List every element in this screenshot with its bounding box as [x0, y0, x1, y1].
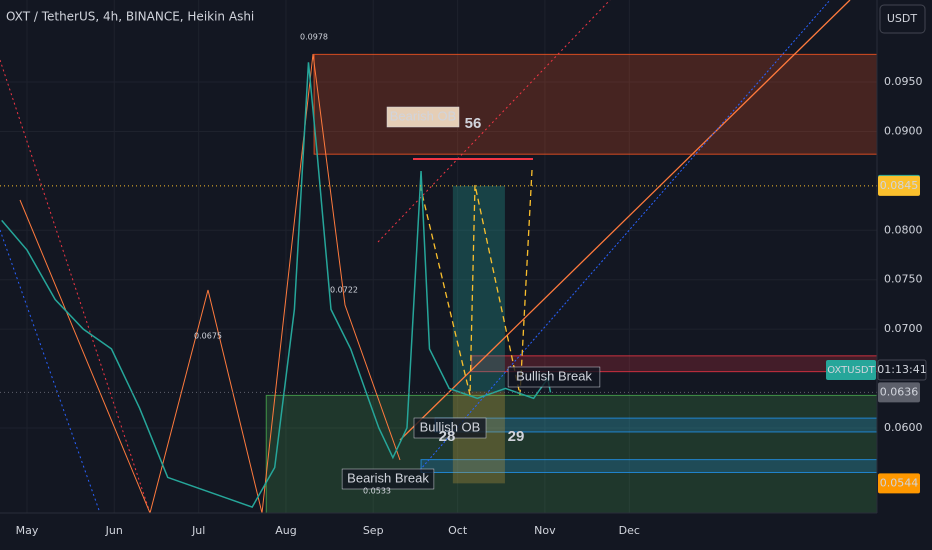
grid — [0, 0, 877, 513]
currency[interactable]: USDT — [887, 12, 918, 25]
price-badge — [878, 175, 920, 196]
x-tick-label: Jul — [191, 524, 205, 537]
price-badge-label: 0.0845 — [880, 179, 919, 192]
countdown-badge — [877, 359, 927, 381]
pivot-label: 0.0722 — [330, 286, 358, 295]
chart-title: OXT / TetherUS, 4h, BINANCE, Heikin Ashi — [6, 10, 254, 24]
time-axis — [0, 513, 877, 550]
trend-line — [377, 0, 611, 243]
x-tick-label: Jun — [105, 524, 123, 537]
pivot-label: 0.0675 — [194, 332, 222, 341]
annotation: 29 — [508, 428, 525, 445]
position-target — [452, 185, 505, 392]
zigzag — [419, 169, 533, 396]
y-tick-label: 0.0800 — [884, 223, 923, 236]
currency-button[interactable] — [879, 4, 926, 34]
countdown-label: 01:13:41 — [877, 363, 926, 376]
annotation-box — [341, 468, 435, 490]
pivot-label: 0.0978 — [300, 33, 328, 42]
price-badge-label: 0.0636 — [880, 385, 919, 398]
x-tick-label: Dec — [619, 524, 640, 537]
pivot-label: 0.0533 — [363, 487, 391, 496]
x-tick-label: Aug — [275, 524, 296, 537]
annotation: Bullish OB — [420, 419, 481, 434]
y-tick-label: 0.0750 — [884, 273, 923, 286]
price-badge-label: 0.0544 — [880, 476, 919, 489]
symbol-badge — [826, 360, 876, 380]
price-axis — [877, 0, 932, 550]
price-badge — [878, 473, 920, 494]
zone — [313, 53, 878, 155]
annotation: 56 — [465, 115, 482, 132]
axes: 0.0950 0.0900 0.0800 0.0750 0.0700 0.0600 May J… — [16, 75, 923, 537]
price-line — [1, 62, 552, 508]
zone — [265, 394, 878, 514]
annotation: Bullish Break — [516, 368, 592, 383]
annotation: Bearish Break — [347, 470, 429, 485]
price-badge — [878, 382, 920, 403]
plot — [0, 62, 877, 508]
x-tick-label: Nov — [534, 524, 556, 537]
zones — [265, 53, 878, 514]
annotation: 28 — [439, 428, 456, 445]
x-tick-label: Oct — [448, 524, 468, 537]
x-tick-label: Sep — [363, 524, 384, 537]
annotation-box — [386, 106, 460, 128]
annotation-box — [413, 417, 487, 439]
y-tick-label: 0.0950 — [884, 75, 923, 88]
trend-line — [399, 0, 851, 441]
y-tick-label: 0.0600 — [884, 421, 923, 434]
x-tick-label: May — [16, 524, 39, 537]
annotation-box — [507, 366, 601, 388]
symbol-label: OXTUSDT — [827, 365, 875, 376]
annotation: Bearish OB — [390, 108, 456, 123]
y-tick-label: 0.0900 — [884, 124, 923, 137]
y-tick-label: 0.0700 — [884, 322, 923, 335]
trend-line — [0, 229, 101, 514]
